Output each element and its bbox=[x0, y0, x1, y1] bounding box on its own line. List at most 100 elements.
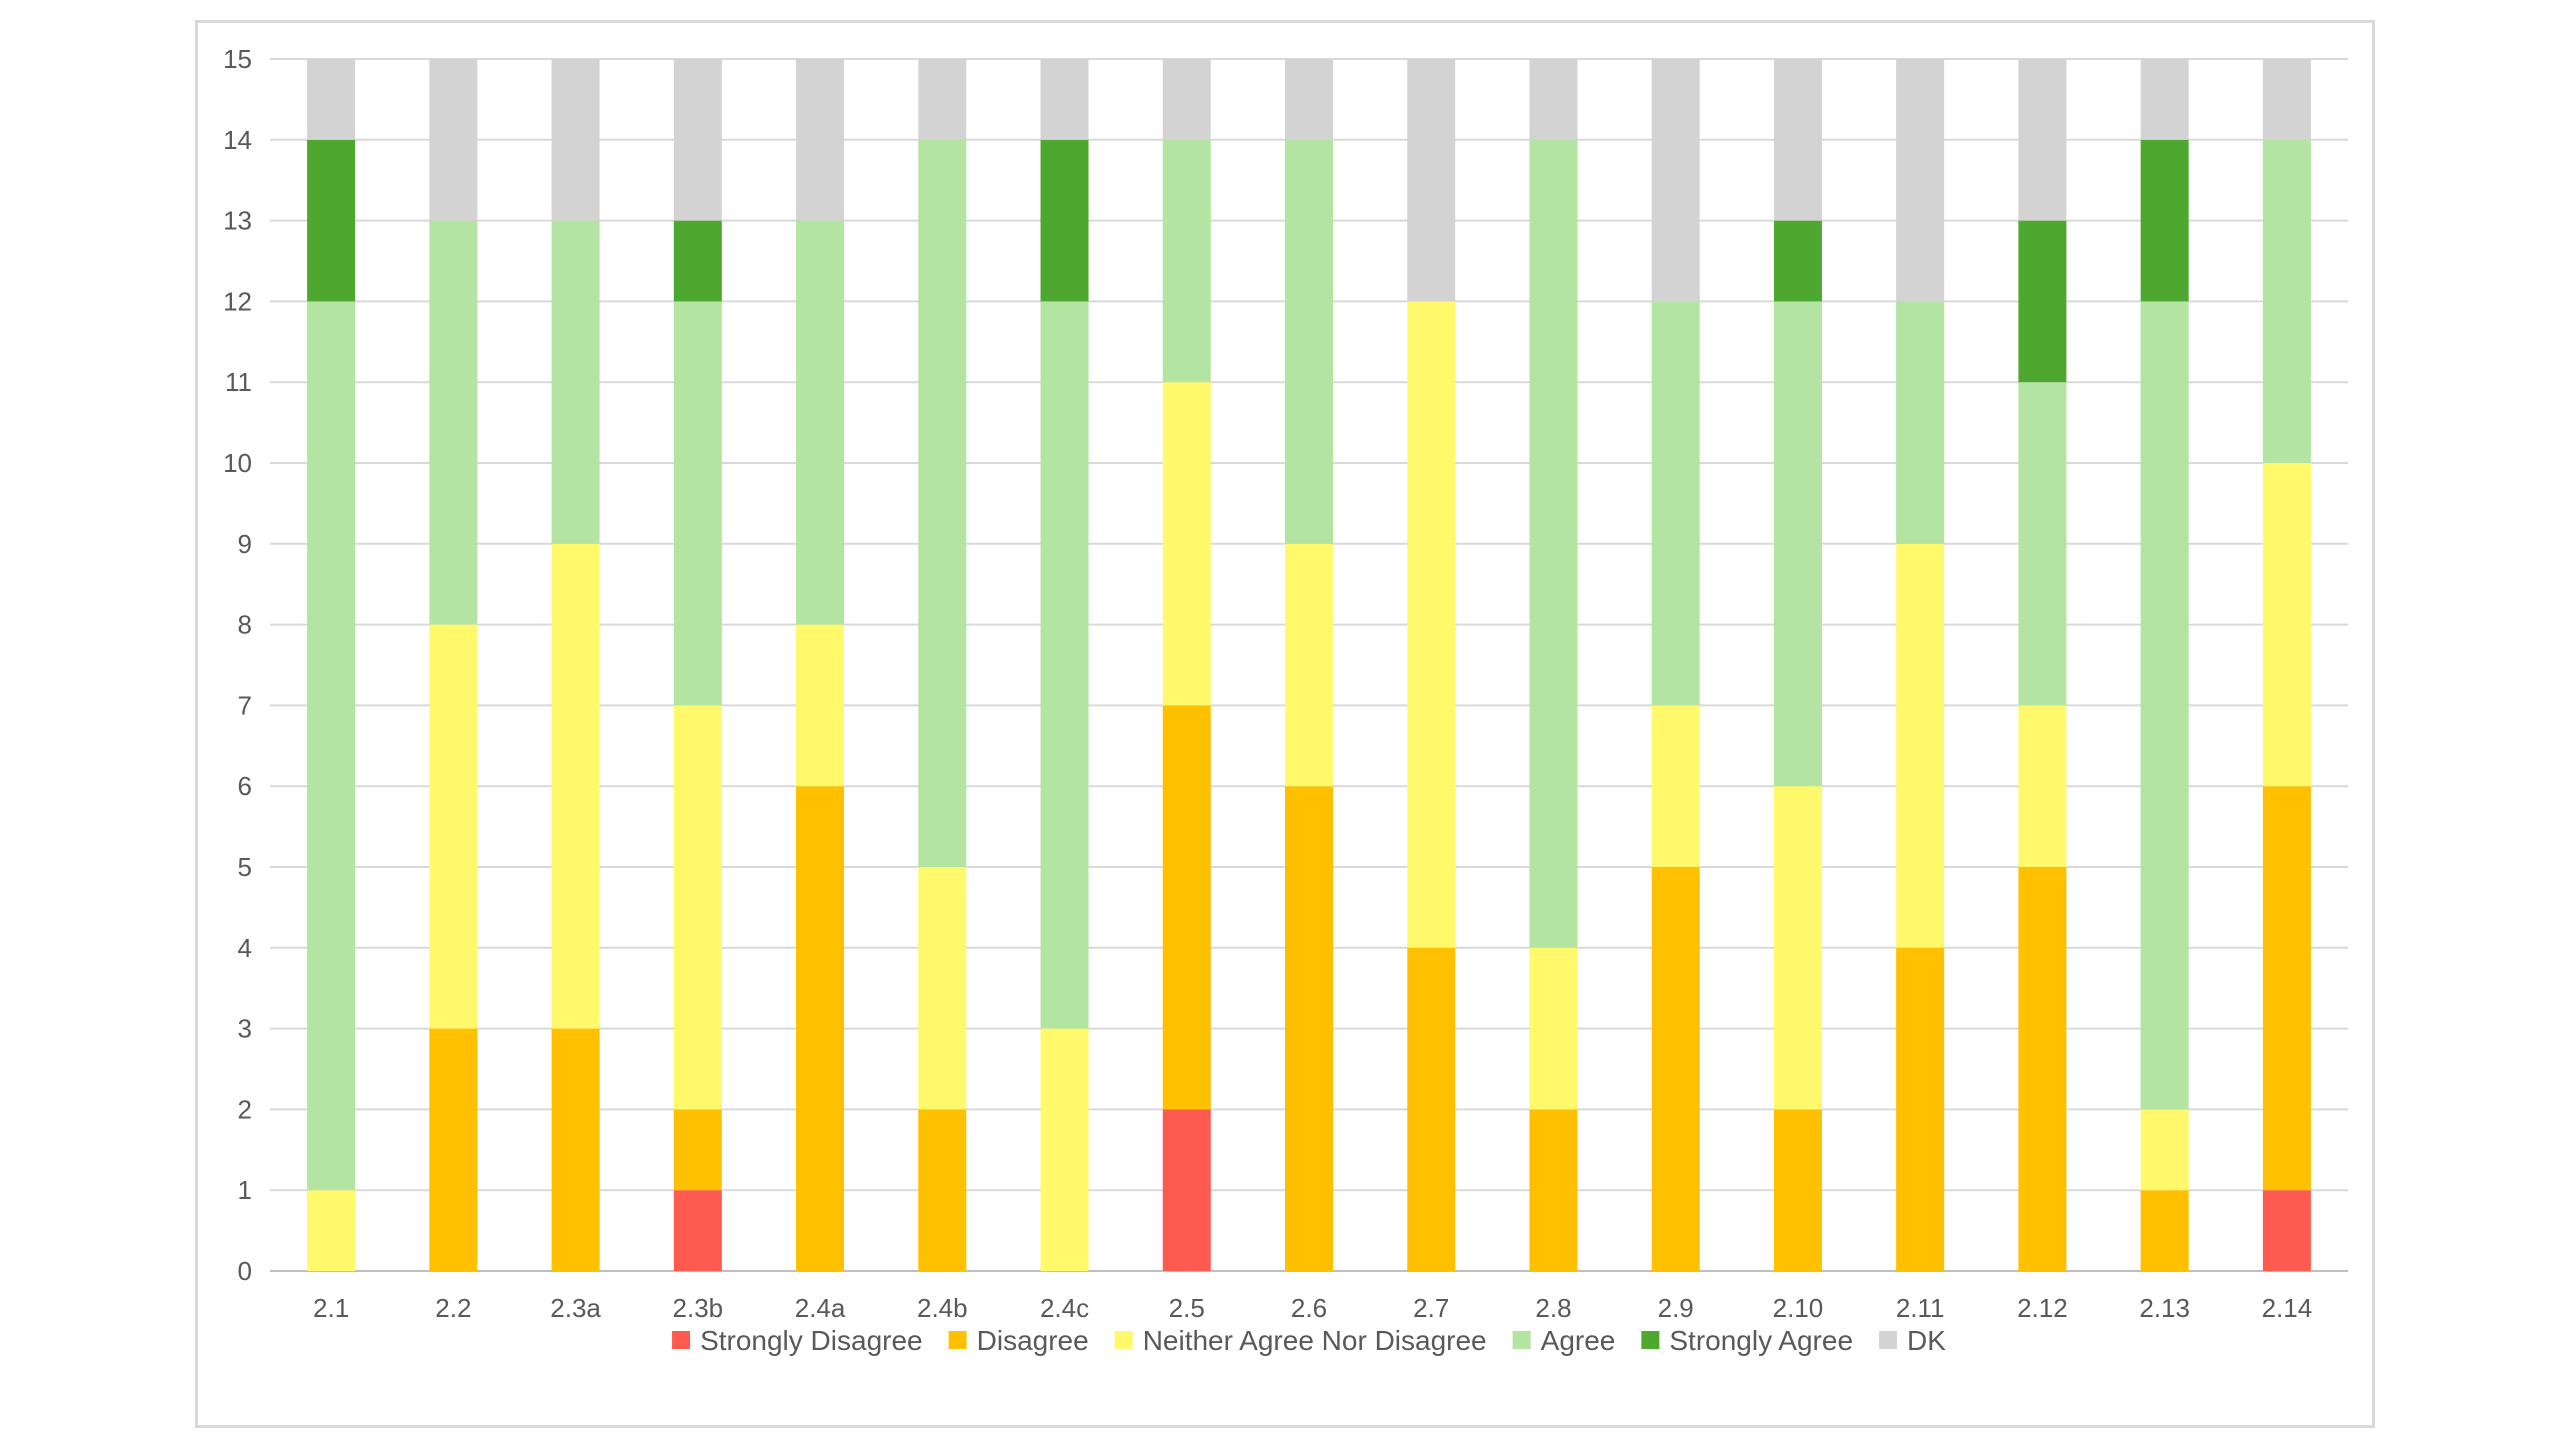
bar-segment-2.2-dk bbox=[429, 59, 478, 221]
bar-segment-2.14-disagree bbox=[2262, 786, 2311, 1191]
x-tick-label: 2.7 bbox=[1413, 1293, 1449, 1323]
bar-segment-2.7-dk bbox=[1407, 59, 1456, 302]
x-tick-label: 2.2 bbox=[435, 1293, 471, 1323]
bar-segment-2.11-neither-agree-nor-disagree bbox=[1896, 543, 1945, 948]
bar-segment-2.4b-agree bbox=[918, 139, 967, 868]
bar-segment-2.13-agree bbox=[2140, 301, 2189, 1110]
bar-segment-2.7-disagree bbox=[1407, 947, 1456, 1271]
bar-segment-2.6-disagree bbox=[1285, 786, 1333, 1271]
bar-segment-2.12-disagree bbox=[2018, 867, 2067, 1271]
bar-segment-2.6-agree bbox=[1285, 139, 1333, 544]
y-tick-label: 15 bbox=[223, 44, 252, 74]
bar-segment-2.14-strongly-disagree bbox=[2262, 1190, 2311, 1271]
x-tick-label: 2.8 bbox=[1535, 1293, 1571, 1323]
bar-segment-2.9-disagree bbox=[1651, 867, 1700, 1271]
bar-segment-2.5-strongly-disagree bbox=[1162, 1109, 1211, 1271]
y-tick-label: 10 bbox=[223, 448, 252, 478]
bar-segment-2.4b-disagree bbox=[918, 1109, 967, 1271]
bar-segment-2.10-disagree bbox=[1773, 1109, 1822, 1271]
legend-label: Agree bbox=[1541, 1325, 1616, 1356]
bar-segment-2.11-dk bbox=[1896, 59, 1945, 302]
legend-label: Strongly Agree bbox=[1669, 1325, 1853, 1356]
bar-segment-2.12-dk bbox=[2018, 59, 2067, 221]
bar-segment-2.6-neither-agree-nor-disagree bbox=[1285, 543, 1333, 787]
y-tick-label: 0 bbox=[238, 1256, 252, 1286]
x-tick-label: 2.10 bbox=[1773, 1293, 1824, 1323]
y-tick-label: 8 bbox=[238, 610, 252, 640]
bar-segment-2.7-neither-agree-nor-disagree bbox=[1407, 301, 1456, 948]
bar-segment-2.3b-disagree bbox=[673, 1109, 722, 1191]
bar-segment-2.4c-strongly-agree bbox=[1040, 139, 1089, 302]
bar-segment-2.13-disagree bbox=[2140, 1190, 2189, 1271]
bar-segment-2.4a-neither-agree-nor-disagree bbox=[796, 624, 845, 787]
bar-segment-2.9-neither-agree-nor-disagree bbox=[1651, 705, 1700, 867]
y-tick-label: 9 bbox=[238, 529, 252, 559]
y-tick-label: 14 bbox=[223, 125, 252, 155]
bar-segment-2.3b-neither-agree-nor-disagree bbox=[673, 705, 722, 1110]
y-tick-label: 13 bbox=[223, 206, 252, 236]
x-tick-label: 2.11 bbox=[1896, 1293, 1945, 1323]
bar-segment-2.8-disagree bbox=[1529, 1109, 1578, 1271]
legend-swatch bbox=[948, 1331, 967, 1349]
bar-segment-2.13-dk bbox=[2140, 59, 2189, 140]
bar-segment-2.3a-dk bbox=[551, 59, 600, 221]
bar-segment-2.10-agree bbox=[1773, 301, 1822, 787]
bar-segment-2.12-strongly-agree bbox=[2018, 220, 2067, 383]
bar-segment-2.5-dk bbox=[1162, 59, 1211, 140]
bar-segment-2.14-dk bbox=[2262, 59, 2311, 140]
bar-segment-2.6-dk bbox=[1285, 59, 1333, 140]
bar-segment-2.5-disagree bbox=[1162, 705, 1211, 1110]
x-tick-label: 2.4a bbox=[795, 1293, 846, 1323]
bar-segment-2.10-neither-agree-nor-disagree bbox=[1773, 786, 1822, 1110]
x-tick-label: 2.5 bbox=[1169, 1293, 1205, 1323]
legend-swatch bbox=[672, 1331, 691, 1349]
x-tick-label: 2.12 bbox=[2017, 1293, 2068, 1323]
chart-frame: 0 1 2 3 4 5 6 7 8 9 10 11 12 13 14 15 2.1 2.2 2.3a 2.3b 2.4a… bbox=[195, 20, 2375, 1428]
bar-segment-2.8-dk bbox=[1529, 59, 1578, 140]
bar-segment-2.3b-agree bbox=[673, 301, 722, 706]
bar-segment-2.10-dk bbox=[1773, 59, 1822, 221]
bar-segment-2.14-agree bbox=[2262, 139, 2311, 464]
x-tick-label: 2.3a bbox=[550, 1293, 601, 1323]
bar-segment-2.10-strongly-agree bbox=[1773, 220, 1822, 302]
y-tick-label: 11 bbox=[225, 367, 252, 397]
x-tick-label: 2.4c bbox=[1040, 1293, 1089, 1323]
bar-segment-2.3a-disagree bbox=[551, 1028, 600, 1271]
x-tick-label: 2.14 bbox=[2262, 1293, 2313, 1323]
y-tick-label: 1 bbox=[238, 1175, 252, 1205]
bar-segment-2.5-neither-agree-nor-disagree bbox=[1162, 382, 1211, 706]
bar-segment-2.4a-disagree bbox=[796, 786, 845, 1271]
legend-swatch bbox=[1114, 1331, 1133, 1349]
bar-segment-2.1-dk bbox=[307, 59, 356, 140]
bar-segment-2.2-neither-agree-nor-disagree bbox=[429, 624, 478, 1029]
x-tick-label: 2.13 bbox=[2139, 1293, 2190, 1323]
bar-segment-2.8-agree bbox=[1529, 139, 1578, 948]
bar-segment-2.4c-neither-agree-nor-disagree bbox=[1040, 1028, 1089, 1271]
y-tick-label: 12 bbox=[223, 286, 252, 316]
bar-segment-2.4c-dk bbox=[1040, 59, 1089, 140]
legend-swatch bbox=[1641, 1331, 1660, 1349]
bar-segment-2.4a-agree bbox=[796, 220, 845, 625]
x-tick-label: 2.9 bbox=[1658, 1293, 1694, 1323]
legend-label: Neither Agree Nor Disagree bbox=[1143, 1325, 1487, 1356]
y-tick-label: 7 bbox=[238, 690, 252, 720]
legend-label: Strongly Disagree bbox=[700, 1325, 923, 1356]
bar-segment-2.9-agree bbox=[1651, 301, 1700, 706]
bar-segment-2.3a-agree bbox=[551, 220, 600, 544]
legend-label: Disagree bbox=[977, 1325, 1089, 1356]
bar-segment-2.3b-dk bbox=[673, 59, 722, 221]
bar-segment-2.4b-neither-agree-nor-disagree bbox=[918, 867, 967, 1110]
bar-segment-2.1-agree bbox=[307, 301, 356, 1191]
bar-segment-2.13-strongly-agree bbox=[2140, 139, 2189, 302]
y-tick-label: 2 bbox=[238, 1094, 252, 1124]
bar-segment-2.11-disagree bbox=[1896, 947, 1945, 1271]
y-tick-label: 4 bbox=[238, 933, 252, 963]
bar-segment-2.1-strongly-agree bbox=[307, 139, 356, 302]
y-tick-label: 6 bbox=[238, 771, 252, 801]
x-tick-label: 2.6 bbox=[1291, 1293, 1327, 1323]
legend-label: DK bbox=[1907, 1325, 1946, 1356]
bar-segment-2.2-disagree bbox=[429, 1028, 478, 1271]
bar-segment-2.12-neither-agree-nor-disagree bbox=[2018, 705, 2067, 867]
